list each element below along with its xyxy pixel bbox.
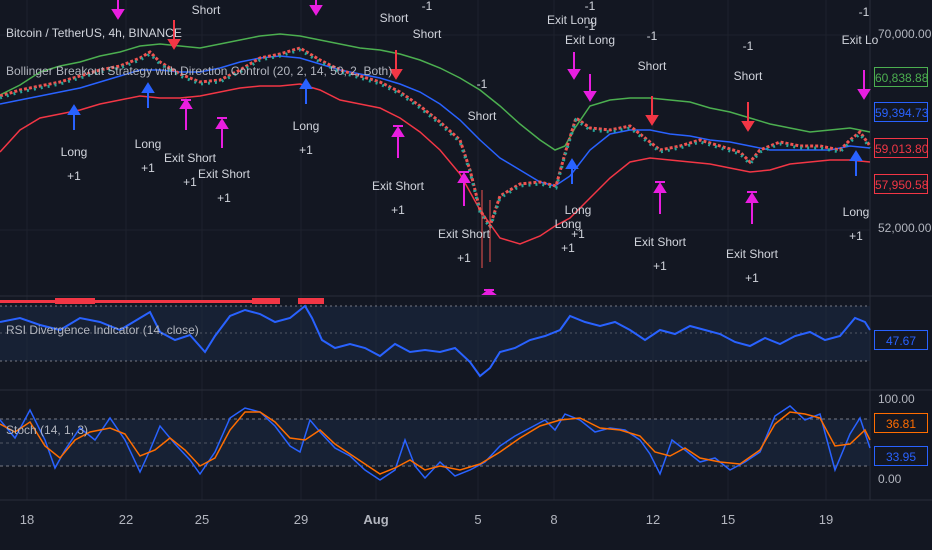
signal-long: Long +1	[554, 217, 582, 255]
x-label: 19	[818, 512, 834, 527]
rsi-title[interactable]: RSI Divergence Indicator (14, close)	[6, 323, 199, 337]
stoch-title[interactable]: Stoch (14, 1, 3)	[6, 423, 89, 437]
signal-minus: -1	[476, 77, 488, 91]
signal-exit-long: Exit Lo	[841, 33, 879, 47]
signal-exit-long: Exit Long	[546, 13, 598, 27]
exit-markers	[111, 0, 871, 295]
upper-band	[0, 33, 871, 151]
signal-exit-short: Exit Short +1	[633, 235, 687, 273]
short-arrows	[167, 20, 755, 132]
rsi-divergence-markers	[0, 298, 324, 304]
signal-short: Short	[637, 59, 667, 73]
signal-minus: -1	[646, 29, 658, 43]
lower-band	[0, 83, 871, 245]
signal-exit-short: Exit Short +1	[371, 179, 425, 217]
x-label: 5	[474, 512, 482, 527]
stoch-axis-bottom: 0.00	[878, 472, 902, 486]
x-label: 15	[720, 512, 736, 527]
price-candles	[0, 46, 872, 268]
price-label-bottom: 52,000.00	[878, 221, 932, 235]
price-label-top: 70,000.00	[878, 27, 932, 41]
rsi-value-tag: 47.67	[874, 330, 928, 350]
stoch-axis-top: 100.00	[878, 392, 915, 406]
signal-long: Long +1	[564, 203, 592, 241]
long-arrows	[67, 78, 863, 184]
stoch-d-line	[0, 411, 871, 475]
signal-minus: -1	[421, 0, 433, 13]
signal-exit-short: Exit Short +1	[437, 227, 491, 265]
x-label: 12	[645, 512, 661, 527]
signal-exit-long: Exit Long	[564, 33, 616, 47]
signal-exit-short: Exit Short +1	[725, 247, 779, 285]
signal-minus: -1	[584, 19, 596, 33]
stoch-d-tag: 36.81	[874, 413, 928, 433]
x-label: 18	[19, 512, 35, 527]
symbol-title[interactable]: Bitcoin / TetherUS, 4h, BINANCE	[6, 26, 182, 40]
rsi-line	[0, 304, 871, 378]
signal-short: Short	[733, 69, 763, 83]
signal-short: Short	[467, 109, 497, 123]
signal-long: Long +1	[60, 145, 88, 183]
signal-long: Long +1	[292, 119, 320, 157]
basis-tag: 59,394.73	[874, 102, 928, 122]
signal-long: Long +1	[134, 137, 162, 175]
x-label: 29	[293, 512, 309, 527]
signal-long: Long +1	[842, 205, 870, 243]
lower-band-tag: 57,950.58	[874, 174, 928, 194]
signal-short: Short	[412, 27, 442, 41]
signal-minus: -1	[584, 0, 596, 13]
x-label: 8	[550, 512, 558, 527]
strategy-title[interactable]: Bollinger Breakout Strategy with Directi…	[6, 64, 393, 78]
upper-band-tag: 60,838.88	[874, 67, 928, 87]
x-label: Aug	[363, 512, 389, 527]
stoch-k-tag: 33.95	[874, 446, 928, 466]
basis-line	[0, 55, 871, 187]
signal-short: Short	[379, 11, 409, 25]
last-price-tag: 59,013.80	[874, 138, 928, 158]
signal-minus: -1	[742, 39, 754, 53]
signal-exit-short: Exit Short +1	[163, 151, 217, 189]
x-label: 25	[194, 512, 210, 527]
signal-minus: -1	[858, 5, 870, 19]
signal-short: Short	[191, 3, 221, 17]
signal-exit-short: Exit Short +1	[197, 167, 251, 205]
x-label: 22	[118, 512, 134, 527]
